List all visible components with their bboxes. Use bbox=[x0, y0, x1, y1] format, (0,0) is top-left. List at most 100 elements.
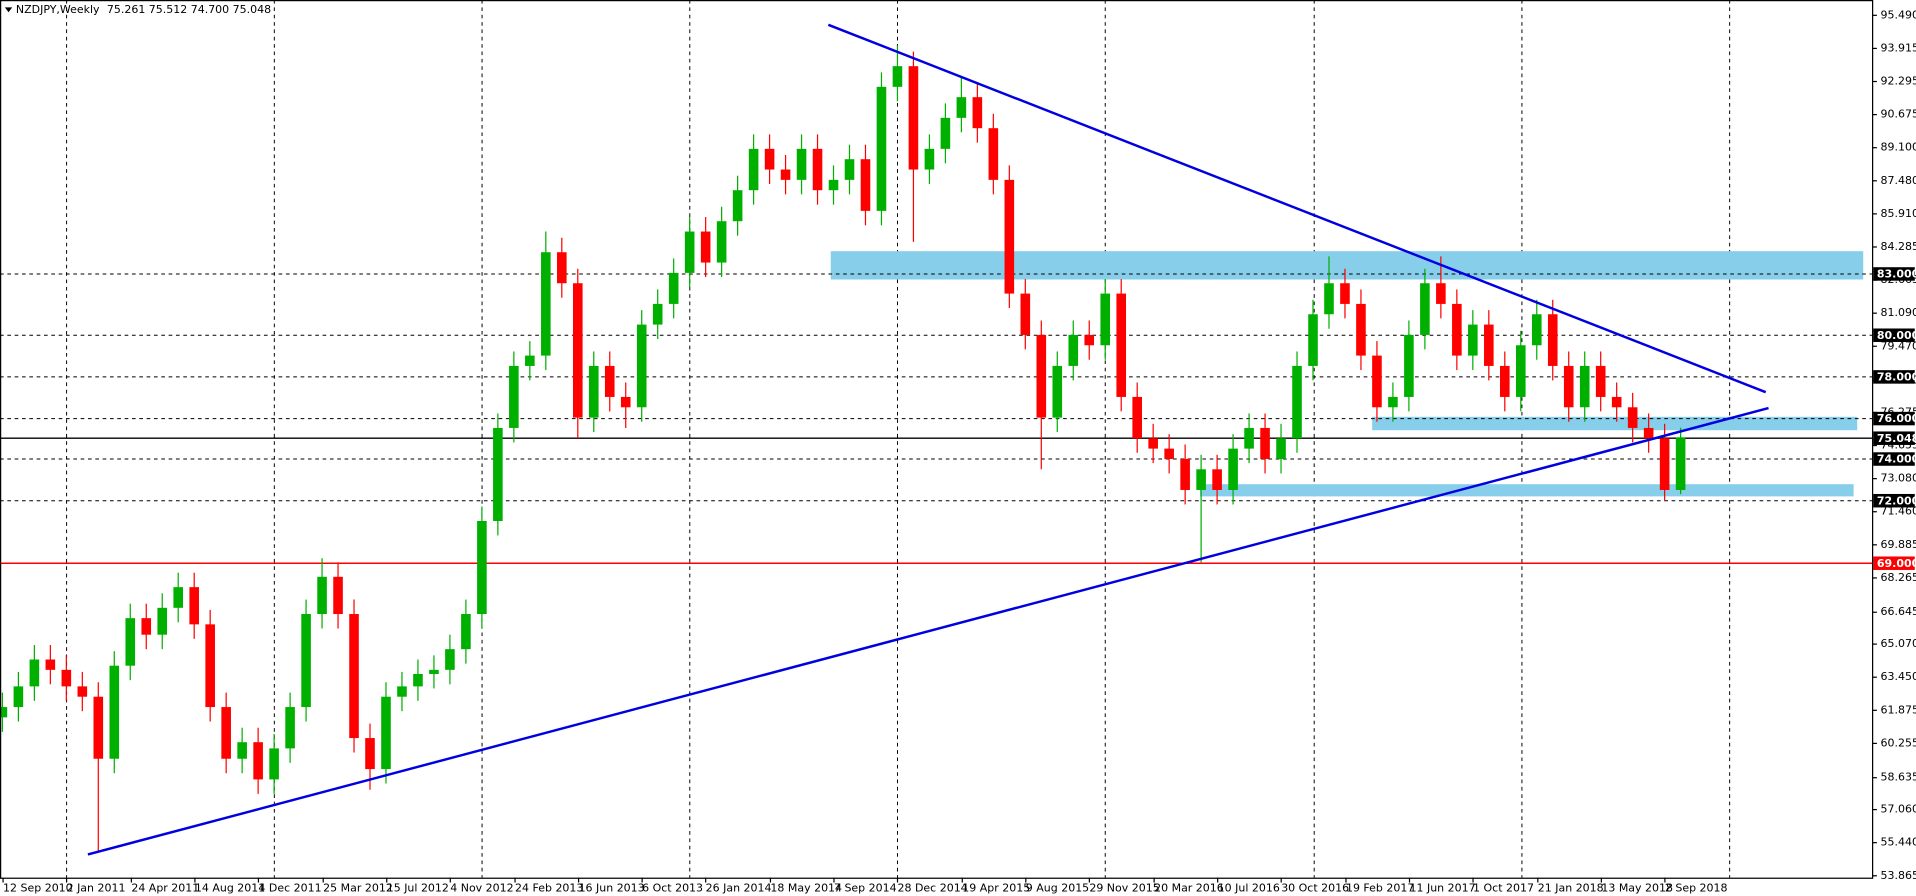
candle-body bbox=[732, 190, 743, 222]
y-tick-label: 90.675 bbox=[1881, 108, 1916, 121]
candle-body bbox=[1324, 283, 1334, 315]
candle-body bbox=[1452, 303, 1462, 356]
y-tick-label: 69.885 bbox=[1881, 538, 1916, 551]
candle-body bbox=[940, 117, 951, 149]
candle-body bbox=[1436, 283, 1446, 304]
trendline bbox=[827, 23, 1767, 394]
candle-body bbox=[684, 231, 695, 273]
level-tag bbox=[1873, 452, 1915, 466]
candle-body bbox=[988, 128, 999, 180]
candle-body bbox=[1356, 303, 1366, 356]
candle-body bbox=[173, 587, 184, 608]
candle-body bbox=[860, 159, 871, 211]
candle-body bbox=[429, 669, 439, 674]
candle-body bbox=[908, 66, 919, 170]
candle-body bbox=[892, 66, 903, 87]
title-arrow bbox=[4, 7, 13, 13]
candle-body bbox=[461, 614, 471, 650]
x-tick-label: 26 Jan 2014 bbox=[706, 882, 772, 895]
level-tag bbox=[1873, 267, 1915, 281]
level-tag bbox=[1873, 370, 1915, 384]
level-label: 76.000 bbox=[1877, 412, 1916, 425]
candle-body bbox=[828, 179, 839, 191]
zone-layer bbox=[830, 251, 1864, 497]
x-tick-label: 6 Oct 2013 bbox=[642, 882, 703, 895]
y-tick-label: 60.255 bbox=[1881, 736, 1916, 749]
candle-body bbox=[221, 707, 231, 759]
x-tick-label: 4 Dec 2011 bbox=[258, 882, 321, 895]
candle-body bbox=[109, 665, 120, 759]
y-tick-label: 89.100 bbox=[1881, 141, 1916, 154]
candle-body bbox=[1643, 427, 1654, 439]
candle-body bbox=[317, 576, 327, 615]
candle-body bbox=[636, 324, 647, 408]
candle-body bbox=[620, 396, 631, 408]
x-tick-label: 19 Feb 2017 bbox=[1346, 882, 1414, 895]
candle-body bbox=[1388, 396, 1398, 408]
candle-body bbox=[1100, 293, 1111, 346]
candle-body bbox=[700, 231, 711, 263]
candle-body bbox=[0, 707, 8, 718]
y-tick-label: 79.470 bbox=[1881, 339, 1916, 352]
zone bbox=[830, 251, 1864, 280]
y-tick-label: 87.480 bbox=[1881, 174, 1916, 187]
x-tick-label: 25 Mar 2012 bbox=[323, 882, 393, 895]
candle-body bbox=[1292, 365, 1302, 439]
y-tick-label: 63.450 bbox=[1881, 670, 1916, 683]
candle-body bbox=[237, 742, 247, 759]
candle-body bbox=[796, 148, 807, 180]
candle-body bbox=[1611, 396, 1622, 408]
level-tag bbox=[1873, 411, 1915, 426]
candle-body bbox=[1260, 427, 1270, 459]
x-tick-label: 24 Apr 2011 bbox=[131, 882, 199, 895]
x-tick-label: 2 Sep 2018 bbox=[1665, 882, 1728, 895]
y-tick-label: 95.490 bbox=[1881, 8, 1916, 21]
trendline bbox=[87, 406, 1769, 856]
x-tick-label: 20 Mar 2016 bbox=[1154, 882, 1224, 895]
level-label: 80.000 bbox=[1877, 329, 1916, 342]
y-tick-label: 73.080 bbox=[1881, 472, 1916, 485]
candle-body bbox=[1308, 314, 1318, 366]
level-layer bbox=[0, 273, 1873, 564]
candle-body bbox=[1116, 293, 1127, 397]
candle-body bbox=[77, 686, 88, 697]
y-tick-label: 57.060 bbox=[1881, 803, 1916, 816]
x-tick-label: 2 Jan 2011 bbox=[67, 882, 126, 895]
candle-body bbox=[1084, 334, 1095, 346]
candle-body bbox=[1675, 437, 1686, 490]
candle-body bbox=[1531, 314, 1542, 346]
x-tick-label: 24 Feb 2013 bbox=[515, 882, 583, 895]
level-tag bbox=[1873, 493, 1915, 508]
candle-body bbox=[1052, 365, 1063, 418]
candle-body bbox=[1004, 179, 1015, 294]
candle-body bbox=[1228, 448, 1238, 490]
candle-body bbox=[748, 148, 759, 191]
zone bbox=[1372, 416, 1858, 431]
y-tick-label: 58.635 bbox=[1881, 771, 1916, 784]
candle-body bbox=[1340, 283, 1350, 304]
level-tag bbox=[1873, 328, 1915, 342]
candle-body bbox=[972, 97, 983, 129]
candle-body bbox=[716, 221, 727, 263]
y-tick-label: 92.295 bbox=[1881, 74, 1916, 87]
candle-body bbox=[764, 148, 775, 170]
ohlc-readout: 75.261 75.512 74.700 75.048 bbox=[107, 3, 271, 16]
y-tick-label: 93.915 bbox=[1881, 41, 1916, 54]
candle-body bbox=[1404, 334, 1414, 397]
candle-body bbox=[1276, 438, 1286, 459]
y-tick-label: 68.265 bbox=[1881, 571, 1916, 584]
x-tick-label: 9 Aug 2015 bbox=[1026, 882, 1089, 895]
zone bbox=[1199, 484, 1854, 497]
y-tick-label: 61.875 bbox=[1881, 703, 1916, 716]
y-tick-label: 55.440 bbox=[1881, 836, 1916, 849]
candle-body bbox=[45, 659, 56, 670]
candle-body bbox=[1627, 407, 1638, 428]
candle-body bbox=[1595, 365, 1606, 397]
candle-body bbox=[557, 252, 567, 284]
y-tick-label: 65.070 bbox=[1881, 637, 1916, 650]
candle-body bbox=[588, 365, 599, 418]
candle-body bbox=[1484, 324, 1494, 366]
